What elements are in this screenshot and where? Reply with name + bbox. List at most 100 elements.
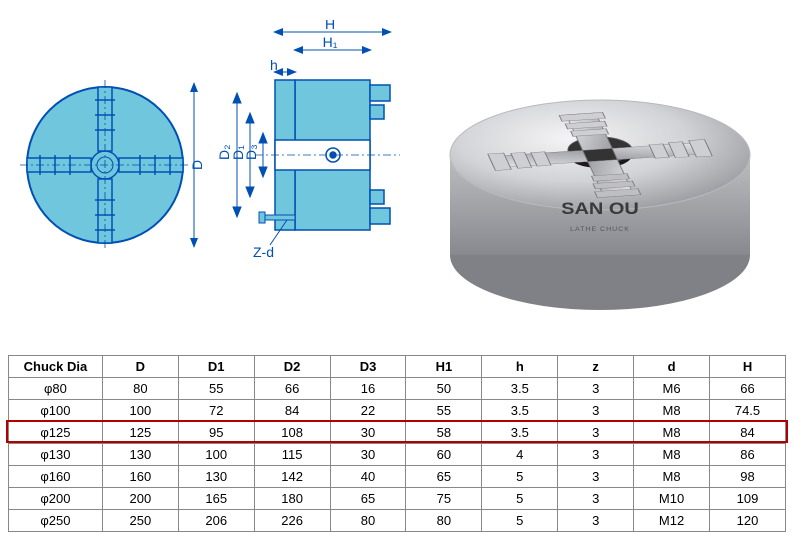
table-cell: 4: [482, 444, 558, 466]
col-H: H: [710, 356, 786, 378]
label-Zd: Z-d: [253, 244, 274, 260]
table-cell: 80: [406, 510, 482, 532]
label-D: D: [189, 160, 205, 170]
table-cell: 3: [558, 510, 634, 532]
table-cell: 55: [406, 400, 482, 422]
col-chuck-dia: Chuck Dia: [9, 356, 103, 378]
col-D3: D3: [330, 356, 406, 378]
table-cell: 5: [482, 488, 558, 510]
table-cell: 142: [254, 466, 330, 488]
table-cell: 165: [178, 488, 254, 510]
table-cell: 86: [710, 444, 786, 466]
table-cell: φ125: [9, 422, 103, 444]
table-cell: 3: [558, 422, 634, 444]
label-H1: H₁: [323, 34, 338, 50]
table-body: φ8080556616503.53M666φ100100728422553.53…: [9, 378, 786, 532]
spec-table: Chuck Dia D D1 D2 D3 H1 h z d H φ8080556…: [8, 355, 786, 532]
table-cell: 80: [330, 510, 406, 532]
table-cell: 5: [482, 466, 558, 488]
product-photo: SAN OU LATHE CHUCK: [430, 10, 770, 330]
table-cell: 30: [330, 444, 406, 466]
table-cell: M8: [634, 466, 710, 488]
table-cell: 3.5: [482, 422, 558, 444]
diagram-area: D H H₁ h: [0, 0, 794, 340]
table-cell: 3: [558, 400, 634, 422]
table-cell: 22: [330, 400, 406, 422]
col-D: D: [102, 356, 178, 378]
table-cell: φ160: [9, 466, 103, 488]
table-cell: 80: [102, 378, 178, 400]
table-cell: 3: [558, 488, 634, 510]
label-H: H: [325, 20, 335, 32]
brand-subtext: LATHE CHUCK: [570, 226, 630, 232]
col-H1: H1: [406, 356, 482, 378]
table-row: φ200200165180657553M10109: [9, 488, 786, 510]
table-cell: 95: [178, 422, 254, 444]
table-cell: M12: [634, 510, 710, 532]
table-row: φ100100728422553.53M874.5: [9, 400, 786, 422]
table-cell: φ250: [9, 510, 103, 532]
table-cell: 72: [178, 400, 254, 422]
table-cell: 66: [710, 378, 786, 400]
table-cell: 75: [406, 488, 482, 510]
table-cell: 250: [102, 510, 178, 532]
table-row: φ130130100115306043M886: [9, 444, 786, 466]
col-h: h: [482, 356, 558, 378]
table-cell: 100: [102, 400, 178, 422]
table-cell: 226: [254, 510, 330, 532]
front-view-diagram: [20, 80, 190, 250]
table-header-row: Chuck Dia D D1 D2 D3 H1 h z d H: [9, 356, 786, 378]
table-cell: 84: [710, 422, 786, 444]
table-cell: 60: [406, 444, 482, 466]
brand-text: SAN OU: [561, 198, 639, 217]
table-cell: 120: [710, 510, 786, 532]
table-cell: 130: [102, 444, 178, 466]
side-view-diagram: H H₁ h: [215, 20, 405, 280]
table-cell: 84: [254, 400, 330, 422]
table-cell: 16: [330, 378, 406, 400]
table-cell: M8: [634, 444, 710, 466]
table-row: φ250250206226808053M12120: [9, 510, 786, 532]
table-cell: 180: [254, 488, 330, 510]
table-cell: 160: [102, 466, 178, 488]
table-cell: M6: [634, 378, 710, 400]
table-cell: M10: [634, 488, 710, 510]
table-cell: 40: [330, 466, 406, 488]
table-cell: 115: [254, 444, 330, 466]
label-D3: D₃: [243, 144, 259, 160]
table-cell: 65: [406, 466, 482, 488]
table-cell: 206: [178, 510, 254, 532]
table-cell: 3: [558, 444, 634, 466]
table-cell: 66: [254, 378, 330, 400]
table-cell: 108: [254, 422, 330, 444]
table-cell: 200: [102, 488, 178, 510]
table-cell: 58: [406, 422, 482, 444]
table-cell: 109: [710, 488, 786, 510]
table-cell: 74.5: [710, 400, 786, 422]
table-cell: 100: [178, 444, 254, 466]
table-cell: φ200: [9, 488, 103, 510]
table-cell: 3.5: [482, 400, 558, 422]
table-row: φ160160130142406553M898: [9, 466, 786, 488]
table-cell: 3.5: [482, 378, 558, 400]
table-cell: 5: [482, 510, 558, 532]
table-row: φ1251259510830583.53M884: [9, 422, 786, 444]
d-dimension: D: [182, 70, 212, 270]
table-cell: 65: [330, 488, 406, 510]
table-cell: 130: [178, 466, 254, 488]
table-cell: 50: [406, 378, 482, 400]
table-cell: 3: [558, 466, 634, 488]
table-cell: 55: [178, 378, 254, 400]
table-cell: 30: [330, 422, 406, 444]
table-cell: φ130: [9, 444, 103, 466]
table-cell: 3: [558, 378, 634, 400]
col-z: z: [558, 356, 634, 378]
table-cell: M8: [634, 400, 710, 422]
table-row: φ8080556616503.53M666: [9, 378, 786, 400]
table-cell: φ100: [9, 400, 103, 422]
col-d: d: [634, 356, 710, 378]
table-cell: M8: [634, 422, 710, 444]
table-cell: φ80: [9, 378, 103, 400]
table-cell: 98: [710, 466, 786, 488]
col-D2: D2: [254, 356, 330, 378]
